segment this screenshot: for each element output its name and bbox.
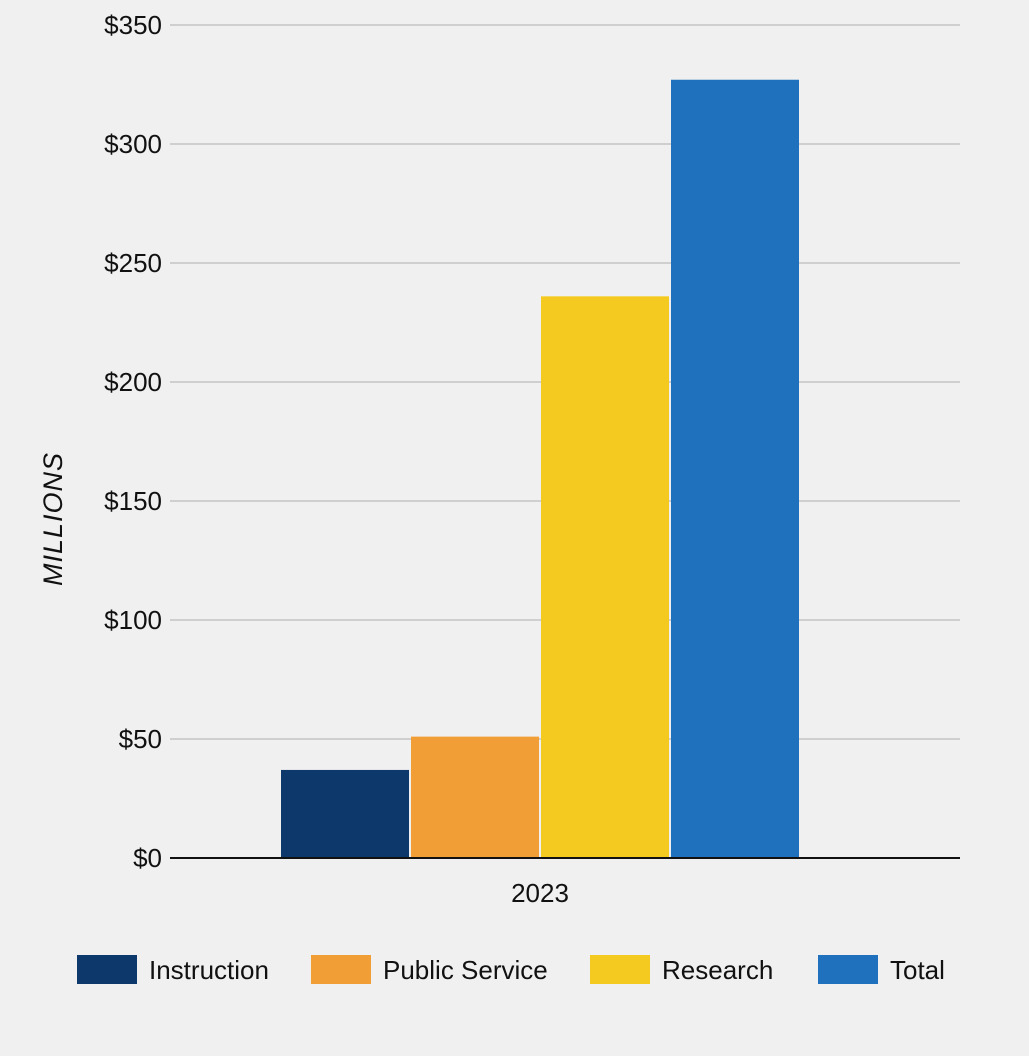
y-axis-ticks: $0 $50 $100 $150 $200 $250 $300 $350 xyxy=(104,10,162,873)
legend-label: Instruction xyxy=(149,955,269,985)
legend-swatch xyxy=(590,955,650,984)
bar-total xyxy=(671,79,799,859)
legend-swatch xyxy=(818,955,878,984)
y-tick-label: $0 xyxy=(133,843,162,873)
y-tick-label: $300 xyxy=(104,129,162,159)
bar-public-service xyxy=(411,736,539,858)
legend-swatch xyxy=(77,955,137,984)
legend-label: Total xyxy=(890,955,945,985)
legend: Instruction Public Service Research Total xyxy=(77,955,945,985)
y-tick-label: $250 xyxy=(104,248,162,278)
y-tick-label: $200 xyxy=(104,367,162,397)
y-axis-title: MILLIONS xyxy=(38,452,68,586)
x-axis-ticks: 2023 xyxy=(511,878,569,908)
legend-label: Public Service xyxy=(383,955,548,985)
y-tick-label: $50 xyxy=(119,724,162,754)
legend-swatch xyxy=(311,955,371,984)
bar-research xyxy=(541,296,669,858)
y-tick-label: $350 xyxy=(104,10,162,40)
y-tick-label: $100 xyxy=(104,605,162,635)
x-tick-label: 2023 xyxy=(511,878,569,908)
bars xyxy=(281,79,799,859)
bar-instruction xyxy=(281,769,409,858)
y-tick-label: $150 xyxy=(104,486,162,516)
legend-label: Research xyxy=(662,955,773,985)
